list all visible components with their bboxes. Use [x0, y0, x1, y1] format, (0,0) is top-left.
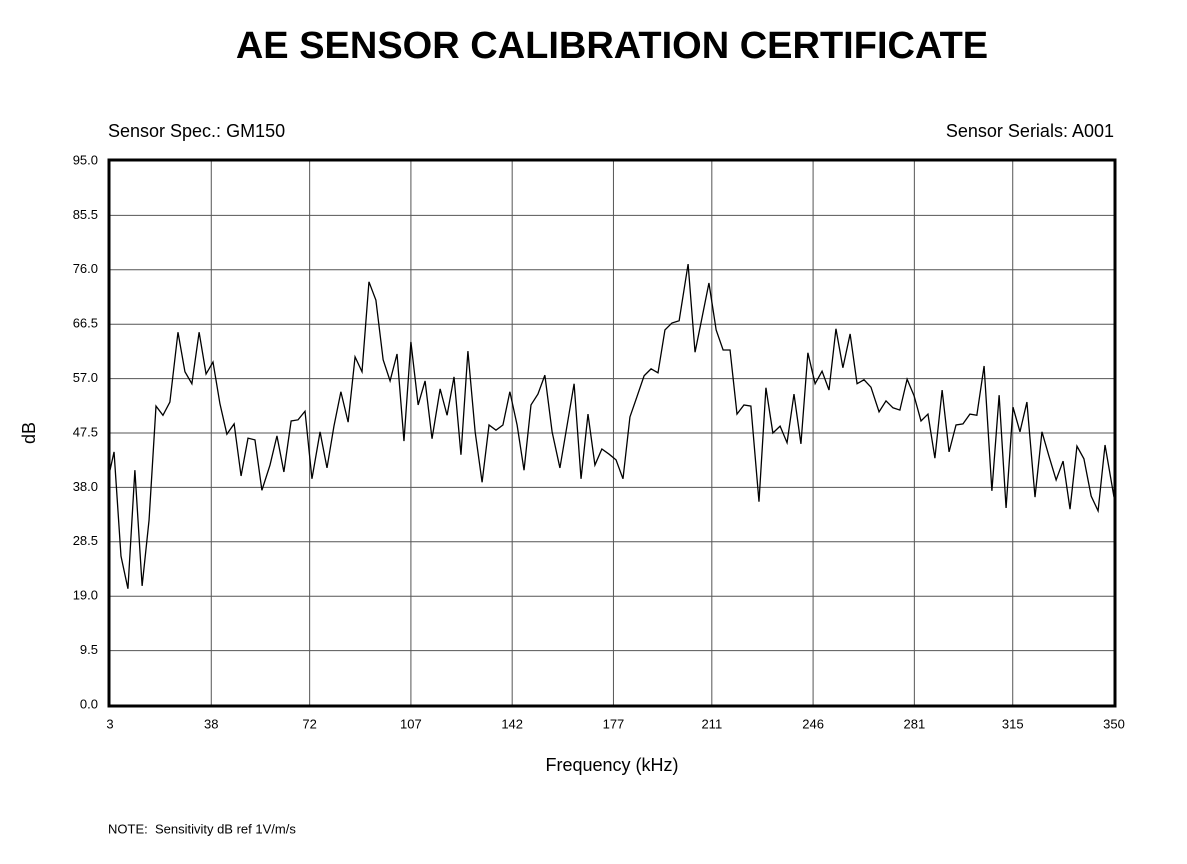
- data-line: [109, 263, 1115, 589]
- y-tick-label: 85.5: [73, 207, 98, 222]
- y-tick-label: 0.0: [80, 696, 98, 711]
- y-tick-label: 47.5: [73, 424, 98, 439]
- x-tick-label: 246: [802, 716, 824, 731]
- y-tick-label: 95.0: [73, 152, 98, 167]
- x-tick-label: 211: [701, 716, 722, 731]
- y-tick-label: 66.5: [73, 316, 98, 331]
- y-axis-label: dB: [19, 422, 39, 444]
- sensor-serials: Sensor Serials: A001: [946, 121, 1114, 141]
- y-tick-label: 38.0: [73, 479, 98, 494]
- x-tick-label: 315: [1002, 716, 1024, 731]
- x-tick-label: 107: [400, 716, 422, 731]
- y-tick-label: 19.0: [73, 588, 98, 603]
- x-tick-label: 142: [501, 716, 523, 731]
- x-tick-label: 350: [1103, 716, 1125, 731]
- x-tick-label: 72: [302, 716, 316, 731]
- note: NOTE: Sensitivity dB ref 1V/m/s: [108, 821, 296, 836]
- y-tick-label: 28.5: [73, 533, 98, 548]
- y-tick-label: 76.0: [73, 261, 98, 276]
- x-tick-label: 177: [603, 716, 625, 731]
- plot-frame: [107, 158, 1117, 708]
- chart-title: AE SENSOR CALIBRATION CERTIFICATE: [236, 25, 988, 67]
- x-tick-label: 281: [904, 716, 926, 731]
- sensor-spec: Sensor Spec.: GM150: [108, 121, 285, 141]
- x-axis-label: Frequency (kHz): [545, 755, 678, 775]
- y-tick-label: 57.0: [73, 370, 98, 385]
- x-tick-label: 3: [106, 716, 113, 731]
- y-tick-label: 9.5: [80, 642, 98, 657]
- x-tick-label: 38: [204, 716, 218, 731]
